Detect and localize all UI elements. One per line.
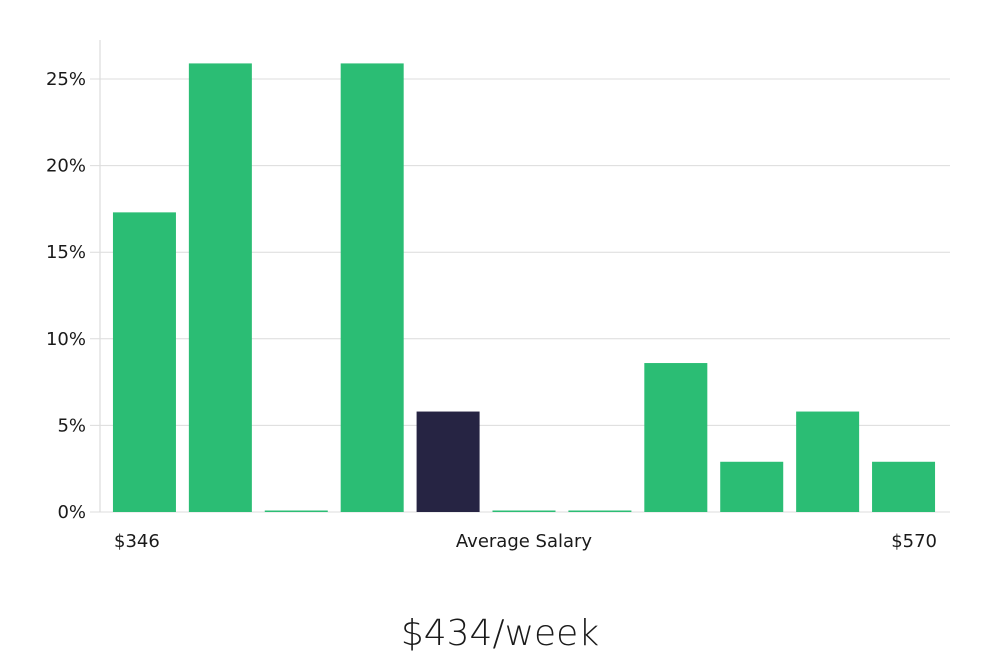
y-tick-label: 20% [46, 156, 86, 177]
bar [796, 411, 860, 512]
bar [872, 461, 936, 512]
y-tick-label: 5% [57, 415, 86, 436]
bar [644, 363, 708, 512]
bar-highlight [416, 411, 480, 512]
bar-zero [568, 510, 632, 512]
y-tick-label: 15% [46, 242, 86, 263]
y-tick-label: 0% [57, 502, 86, 523]
chart-canvas: 0% 5% 10% 15% 20% 25% $346 Average Salary $570 [46, 40, 950, 552]
bar-zero [264, 510, 328, 512]
average-salary-headline: $434/week [400, 613, 600, 654]
x-min-label: $346 [114, 531, 160, 552]
bar [112, 212, 176, 512]
x-max-label: $570 [891, 531, 937, 552]
y-tick-label: 25% [46, 69, 86, 90]
y-tick-label: 10% [46, 329, 86, 350]
bar-zero [492, 510, 556, 512]
x-axis-title: Average Salary [456, 531, 593, 552]
bar [188, 63, 252, 513]
bar [340, 63, 404, 513]
bar [720, 461, 784, 512]
